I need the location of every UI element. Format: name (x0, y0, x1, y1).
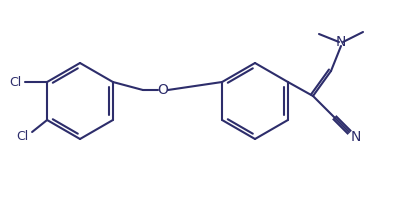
Text: N: N (336, 35, 346, 49)
Text: Cl: Cl (16, 129, 28, 143)
Text: Cl: Cl (9, 76, 21, 88)
Text: O: O (158, 83, 168, 97)
Text: N: N (351, 130, 361, 144)
